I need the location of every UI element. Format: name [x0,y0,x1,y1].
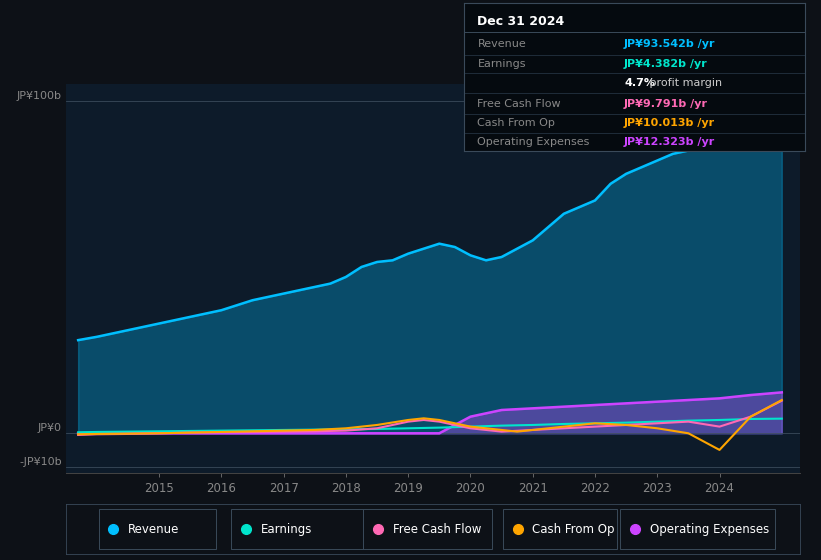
Text: JP¥9.791b /yr: JP¥9.791b /yr [624,99,708,109]
Text: JP¥100b: JP¥100b [17,91,62,101]
Text: Cash From Op: Cash From Op [532,522,615,536]
Text: Cash From Op: Cash From Op [478,118,555,128]
Text: JP¥93.542b /yr: JP¥93.542b /yr [624,39,715,49]
Text: profit margin: profit margin [646,78,722,88]
Text: -JP¥10b: -JP¥10b [20,456,62,466]
Text: JP¥0: JP¥0 [38,423,62,433]
Text: 4.7%: 4.7% [624,78,655,88]
Text: JP¥10.013b /yr: JP¥10.013b /yr [624,118,715,128]
Text: Free Cash Flow: Free Cash Flow [392,522,481,536]
Text: Operating Expenses: Operating Expenses [478,137,589,147]
Text: Revenue: Revenue [128,522,180,536]
Text: Earnings: Earnings [260,522,312,536]
Text: Dec 31 2024: Dec 31 2024 [478,15,565,27]
Text: Free Cash Flow: Free Cash Flow [478,99,561,109]
Text: Revenue: Revenue [478,39,526,49]
Text: Earnings: Earnings [478,59,526,69]
Text: Operating Expenses: Operating Expenses [650,522,769,536]
Text: JP¥4.382b /yr: JP¥4.382b /yr [624,59,708,69]
Text: JP¥12.323b /yr: JP¥12.323b /yr [624,137,715,147]
